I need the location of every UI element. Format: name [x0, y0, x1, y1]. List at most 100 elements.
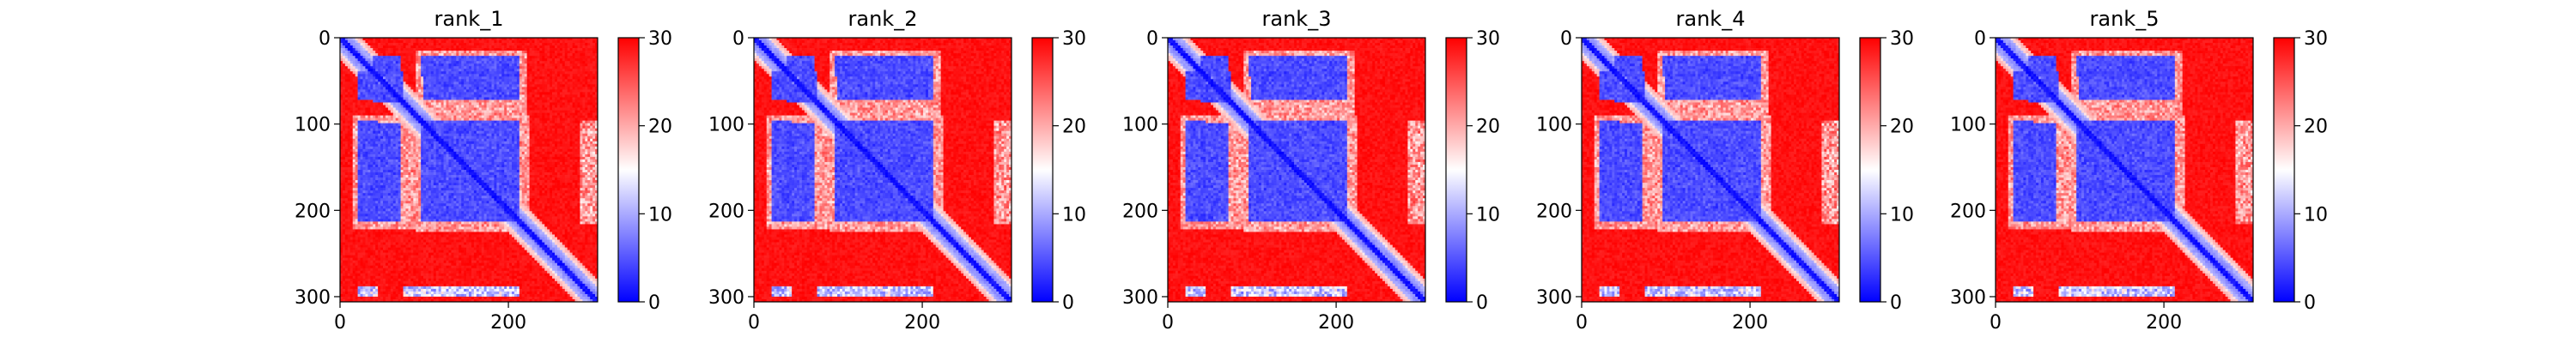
heatmap-cell: [542, 58, 544, 61]
heatmap-cell: [461, 129, 464, 131]
heatmap-cell: [459, 71, 461, 74]
heatmap-cell: [396, 76, 398, 79]
heatmap-cell: [353, 123, 355, 126]
heatmap-cell: [499, 116, 501, 118]
heatmap-cell: [582, 126, 585, 129]
heatmap-cell: [396, 94, 398, 97]
heatmap-cell: [378, 123, 380, 126]
heatmap-cell: [489, 84, 492, 87]
heatmap-cell: [522, 113, 525, 116]
heatmap-cell: [530, 129, 532, 131]
heatmap-cell: [441, 121, 444, 123]
heatmap-cell: [555, 40, 557, 43]
heatmap-cell: [398, 61, 401, 63]
heatmap-cell: [577, 87, 580, 89]
heatmap-cell: [565, 74, 568, 76]
heatmap-cell: [348, 113, 350, 116]
heatmap-cell: [537, 92, 539, 94]
heatmap-cell: [464, 74, 466, 76]
heatmap-cell: [451, 102, 453, 105]
heatmap-cell: [405, 40, 408, 43]
heatmap-cell: [484, 99, 487, 102]
heatmap-cell: [391, 116, 393, 118]
heatmap-cell: [471, 108, 474, 111]
heatmap-cell: [383, 131, 386, 134]
heatmap-cell: [393, 102, 396, 105]
heatmap-cell: [496, 89, 499, 92]
heatmap-cell: [353, 40, 355, 43]
heatmap-cell: [471, 43, 474, 45]
heatmap-cell: [580, 92, 582, 94]
heatmap-cell: [410, 111, 413, 113]
heatmap-cell: [441, 116, 444, 118]
heatmap-cell: [368, 76, 370, 79]
heatmap-cell: [350, 99, 353, 102]
heatmap-cell: [577, 94, 580, 97]
heatmap-cell: [537, 69, 539, 71]
heatmap-cell: [466, 92, 469, 94]
heatmap-cell: [350, 89, 353, 92]
heatmap-cell: [525, 113, 527, 116]
heatmap-cell: [542, 111, 544, 113]
heatmap-cell: [544, 76, 547, 79]
heatmap-cell: [539, 79, 542, 81]
heatmap-cell: [512, 74, 514, 76]
heatmap-cell: [448, 69, 451, 71]
heatmap-cell: [378, 76, 380, 79]
heatmap-cell: [585, 48, 587, 51]
heatmap-cell: [405, 58, 408, 61]
heatmap-cell: [577, 45, 580, 48]
heatmap-cell: [370, 76, 373, 79]
heatmap-cell: [396, 89, 398, 92]
heatmap-cell: [522, 76, 525, 79]
heatmap-cell: [362, 43, 365, 45]
heatmap-cell: [570, 87, 573, 89]
heatmap-cell: [416, 131, 418, 134]
heatmap-cell: [456, 63, 459, 66]
heatmap-cell: [555, 116, 557, 118]
heatmap-cell: [575, 126, 578, 129]
heatmap-cell: [398, 48, 401, 51]
heatmap-cell: [396, 113, 398, 116]
heatmap-cell: [441, 53, 444, 56]
heatmap-cell: [428, 61, 431, 63]
heatmap-cell: [570, 84, 573, 87]
heatmap-cell: [447, 84, 449, 87]
heatmap-cell: [436, 48, 439, 51]
heatmap-cell: [482, 61, 484, 63]
heatmap-cell: [565, 108, 568, 111]
heatmap-cell: [348, 118, 350, 121]
heatmap-cell: [479, 84, 482, 87]
heatmap-cell: [461, 43, 464, 45]
heatmap-cell: [466, 108, 469, 111]
heatmap-cell: [439, 71, 441, 74]
heatmap-cell: [499, 66, 501, 69]
heatmap-cell: [547, 97, 550, 99]
heatmap-cell: [343, 40, 345, 43]
heatmap-cell: [461, 58, 464, 61]
heatmap-cell: [380, 92, 383, 94]
heatmap-cell: [532, 113, 535, 116]
heatmap-cell: [466, 45, 469, 48]
heatmap-cell: [358, 131, 361, 134]
heatmap-cell: [464, 129, 466, 131]
heatmap-cell: [464, 84, 466, 87]
heatmap-cell: [496, 84, 499, 87]
heatmap-cell: [345, 74, 348, 76]
heatmap-cell: [368, 131, 370, 134]
heatmap-cell: [410, 102, 413, 105]
heatmap-cell: [477, 51, 479, 53]
heatmap-cell: [413, 116, 416, 118]
heatmap-cell: [501, 118, 504, 121]
heatmap-cell: [426, 40, 428, 43]
heatmap-cell: [421, 116, 423, 118]
heatmap-cell: [489, 56, 492, 58]
heatmap-cell: [489, 61, 492, 63]
heatmap-cell: [552, 71, 555, 74]
heatmap-cell: [365, 63, 368, 66]
heatmap-cell: [466, 74, 469, 76]
heatmap-cell: [373, 118, 375, 121]
heatmap-cell: [474, 105, 477, 108]
heatmap-cell: [512, 121, 514, 123]
heatmap-cell: [448, 126, 451, 129]
